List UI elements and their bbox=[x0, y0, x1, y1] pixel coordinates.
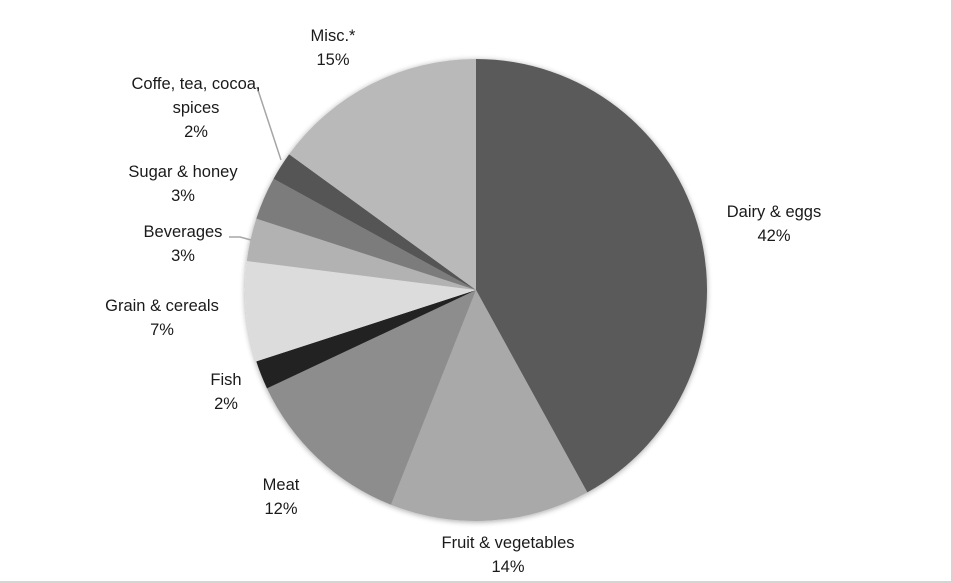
pie-slice-grain-cereals bbox=[245, 261, 476, 362]
label-value: 14% bbox=[491, 558, 525, 576]
label-value: 3% bbox=[171, 187, 195, 205]
label-grain-cereals: Grain & cereals 7% bbox=[105, 294, 219, 342]
label-value: 2% bbox=[214, 395, 238, 413]
label-name-line2: spices bbox=[172, 99, 220, 117]
label-name: Grain & cereals bbox=[105, 297, 219, 315]
label-dairy-eggs: Dairy & eggs 42% bbox=[727, 200, 821, 248]
label-value: 2% bbox=[184, 123, 208, 141]
label-name-line1: Coffe, tea, cocoa, bbox=[131, 75, 261, 93]
pie-slice-fish bbox=[256, 290, 476, 389]
label-value: 42% bbox=[757, 227, 791, 245]
label-meat: Meat 12% bbox=[263, 473, 300, 521]
pie-slice-fruit-vegetables bbox=[390, 290, 588, 522]
label-beverages: Beverages 3% bbox=[144, 220, 223, 268]
coffee-leader-line bbox=[256, 86, 282, 161]
label-name: Misc.* bbox=[310, 27, 356, 45]
beverages-leader-line bbox=[229, 236, 252, 241]
label-fish: Fish 2% bbox=[210, 368, 241, 416]
label-value: 12% bbox=[264, 500, 298, 518]
label-fruit-vegetables: Fruit & vegetables 14% bbox=[442, 531, 575, 579]
pie-slice-beverages bbox=[246, 218, 476, 290]
label-misc: Misc.* 15% bbox=[311, 24, 356, 72]
label-name: Meat bbox=[262, 476, 300, 494]
pie-slice-dairy-eggs bbox=[476, 59, 708, 493]
label-name: Beverages bbox=[143, 223, 223, 241]
label-value: 7% bbox=[150, 321, 174, 339]
label-coffee-tea-cocoa-spices: Coffe, tea, cocoa, spices 2% bbox=[131, 72, 260, 144]
label-name: Sugar & honey bbox=[128, 163, 238, 181]
pie-slice-meat bbox=[266, 290, 476, 505]
label-name: Dairy & eggs bbox=[726, 203, 822, 221]
pie-slices bbox=[245, 59, 708, 522]
pie-slice-misc bbox=[289, 59, 476, 290]
label-sugar-honey: Sugar & honey 3% bbox=[128, 160, 237, 208]
label-name: Fruit & vegetables bbox=[441, 534, 575, 552]
pie-slice-coffe-tea-cocoa-spices bbox=[273, 154, 476, 290]
pie-slice-sugar-honey bbox=[256, 178, 476, 290]
label-value: 15% bbox=[316, 51, 350, 69]
label-value: 3% bbox=[171, 247, 195, 265]
label-name: Fish bbox=[210, 371, 242, 389]
